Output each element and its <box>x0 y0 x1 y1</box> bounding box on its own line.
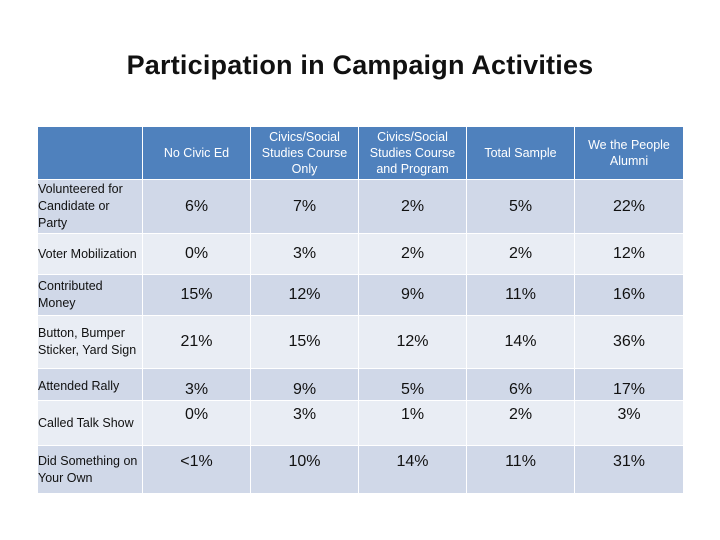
table-cell: 5% <box>466 179 575 234</box>
row-label: Attended Rally <box>37 368 143 401</box>
table-row: Voter Mobilization 0% 3% 2% 2% 12% <box>37 233 684 275</box>
table-cell: 2% <box>466 233 575 275</box>
table-cell: 11% <box>466 445 575 494</box>
table-cell: 6% <box>142 179 251 234</box>
table-cell: 17% <box>574 368 684 401</box>
participation-table: No Civic Ed Civics/Social Studies Course… <box>37 126 684 494</box>
table-cell: 21% <box>142 315 251 369</box>
table-row: Did Something on Your Own <1% 10% 14% 11… <box>37 445 684 494</box>
column-header-total-sample: Total Sample <box>466 126 575 180</box>
table-row: Button, Bumper Sticker, Yard Sign 21% 15… <box>37 315 684 369</box>
table-row: Volunteered for Candidate or Party 6% 7%… <box>37 179 684 234</box>
table-cell: 3% <box>250 400 359 446</box>
table-cell: 11% <box>466 274 575 316</box>
row-label: Volunteered for Candidate or Party <box>37 179 143 234</box>
table-header-row: No Civic Ed Civics/Social Studies Course… <box>37 126 684 180</box>
table-cell: 5% <box>358 368 467 401</box>
table-cell: 14% <box>358 445 467 494</box>
table-cell: 9% <box>358 274 467 316</box>
page-title: Participation in Campaign Activities <box>126 50 594 80</box>
table-cell: 15% <box>250 315 359 369</box>
table-cell: 2% <box>358 233 467 275</box>
table-cell: 31% <box>574 445 684 494</box>
table-cell: 36% <box>574 315 684 369</box>
row-label: Voter Mobilization <box>37 233 143 275</box>
column-header-no-civic-ed: No Civic Ed <box>142 126 251 180</box>
header-corner-cell <box>37 126 143 180</box>
table-cell: 2% <box>358 179 467 234</box>
table-cell: 1% <box>358 400 467 446</box>
table-cell: 3% <box>574 400 684 446</box>
table-row: Contributed Money 15% 12% 9% 11% 16% <box>37 274 684 316</box>
table-cell: 6% <box>466 368 575 401</box>
column-header-civics-course-and-program: Civics/Social Studies Course and Program <box>358 126 467 180</box>
table-cell: 0% <box>142 233 251 275</box>
table-cell: 12% <box>574 233 684 275</box>
table-cell: 9% <box>250 368 359 401</box>
row-label: Did Something on Your Own <box>37 445 143 494</box>
table-cell: 3% <box>250 233 359 275</box>
table-cell: 3% <box>142 368 251 401</box>
table-row: Called Talk Show 0% 3% 1% 2% 3% <box>37 400 684 446</box>
table-cell: 2% <box>466 400 575 446</box>
table-cell: 10% <box>250 445 359 494</box>
table-cell: 12% <box>358 315 467 369</box>
row-label: Contributed Money <box>37 274 143 316</box>
table-cell: 15% <box>142 274 251 316</box>
table-cell: 16% <box>574 274 684 316</box>
column-header-we-the-people-alumni: We the People Alumni <box>574 126 684 180</box>
table-cell: 22% <box>574 179 684 234</box>
table-cell: 7% <box>250 179 359 234</box>
table-cell: 0% <box>142 400 251 446</box>
table-cell: 14% <box>466 315 575 369</box>
table-cell: <1% <box>142 445 251 494</box>
row-label: Called Talk Show <box>37 400 143 446</box>
table-cell: 12% <box>250 274 359 316</box>
table-row: Attended Rally 3% 9% 5% 6% 17% <box>37 368 684 401</box>
column-header-civics-course-only: Civics/Social Studies Course Only <box>250 126 359 180</box>
row-label: Button, Bumper Sticker, Yard Sign <box>37 315 143 369</box>
